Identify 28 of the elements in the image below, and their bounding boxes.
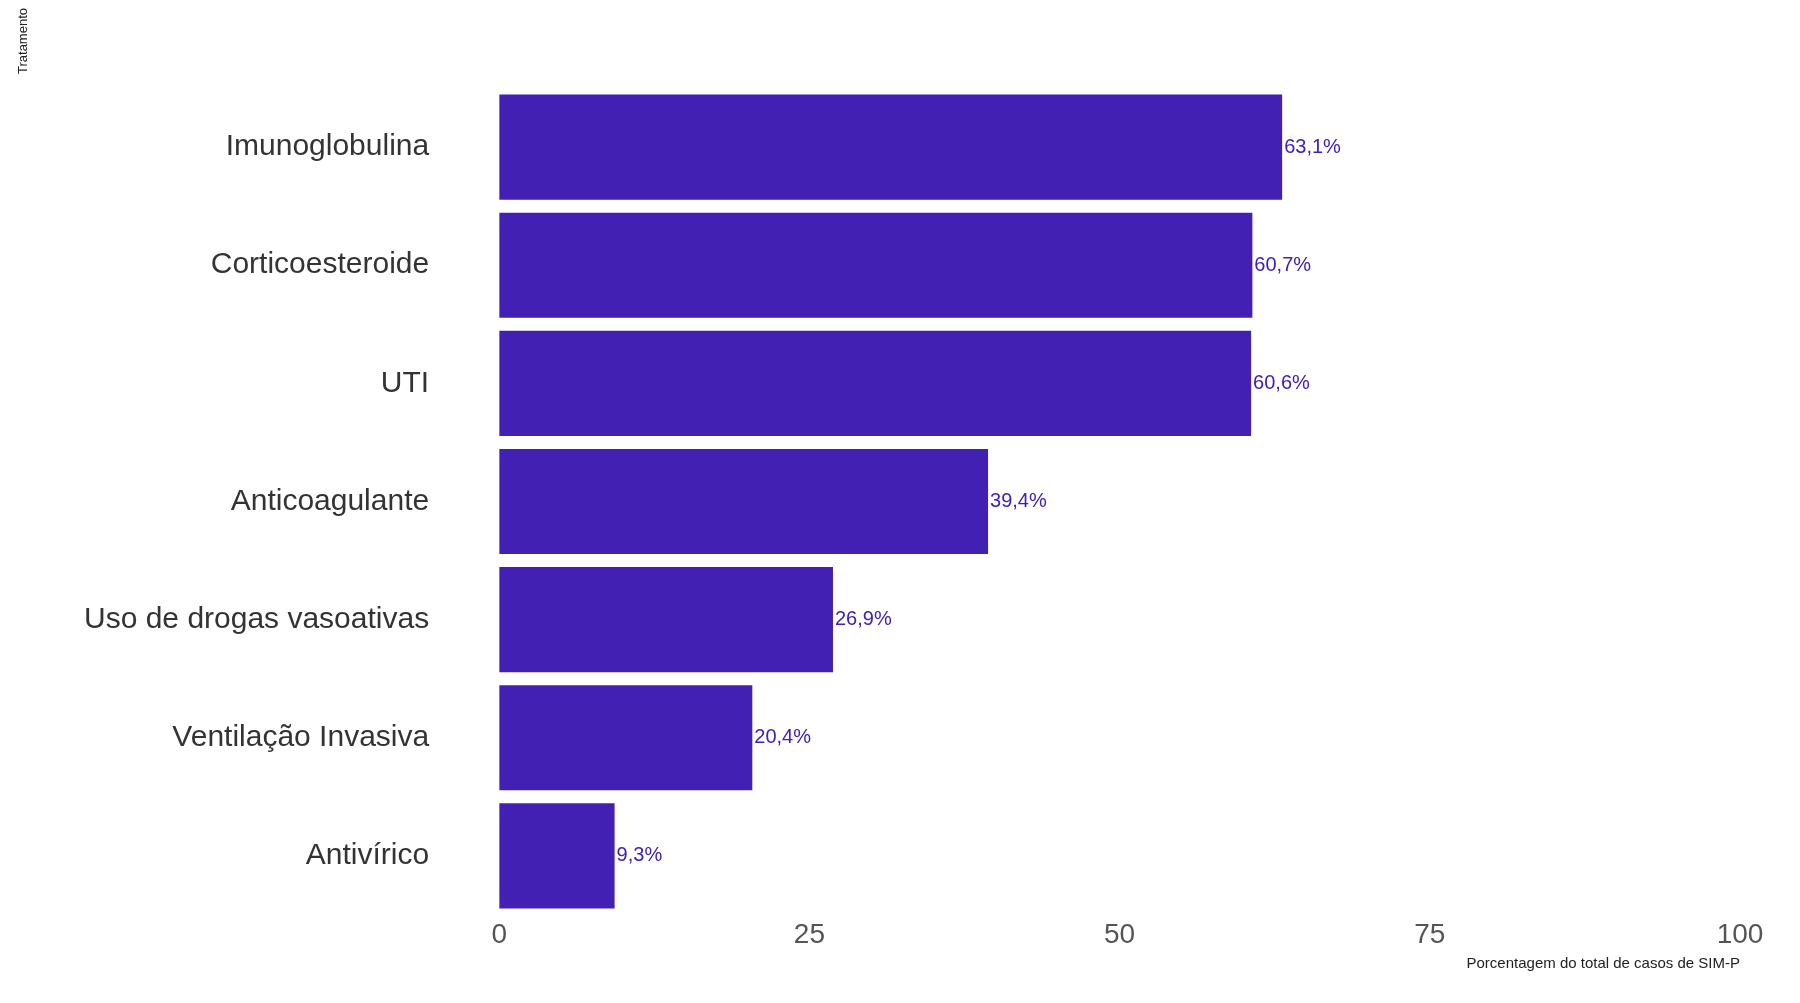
y-tick-label: Corticoesteroide: [210, 246, 430, 280]
y-tick-label: Anticoagulante: [230, 482, 430, 516]
data-label: 60,6%: [1253, 370, 1311, 393]
bar: [499, 212, 1253, 318]
y-tick-label: Ventilação Invasiva: [172, 719, 430, 753]
bar: [499, 330, 1252, 436]
data-label: 39,4%: [990, 489, 1047, 512]
data-label: 26,9%: [834, 607, 892, 630]
y-tick-label: Imunoglobulina: [225, 128, 430, 162]
x-tick-label: 0: [491, 917, 507, 949]
data-label: 60,7%: [1254, 252, 1312, 275]
x-tick-label: 50: [1104, 917, 1136, 949]
x-axis-title: Porcentagem do total de casos de SIM-P: [1466, 953, 1740, 971]
x-tick-label: 75: [1414, 917, 1446, 949]
bar: [499, 567, 833, 673]
data-label: 20,4%: [754, 725, 812, 748]
bar: [499, 685, 753, 791]
text: Tratamento: [15, 8, 31, 74]
y-tick-label: Antivírico: [305, 837, 430, 871]
x-tick-label: 100: [1716, 917, 1764, 949]
data-label: 9,3%: [616, 843, 663, 866]
bar: [499, 448, 989, 555]
y-tick-label: Uso de drogas vasoativas: [83, 600, 430, 634]
bar: [499, 94, 1283, 200]
bar: [499, 803, 615, 909]
x-tick-label: 25: [793, 917, 825, 949]
y-tick-label: UTI: [380, 364, 430, 398]
data-label: 63,1%: [1284, 134, 1342, 157]
